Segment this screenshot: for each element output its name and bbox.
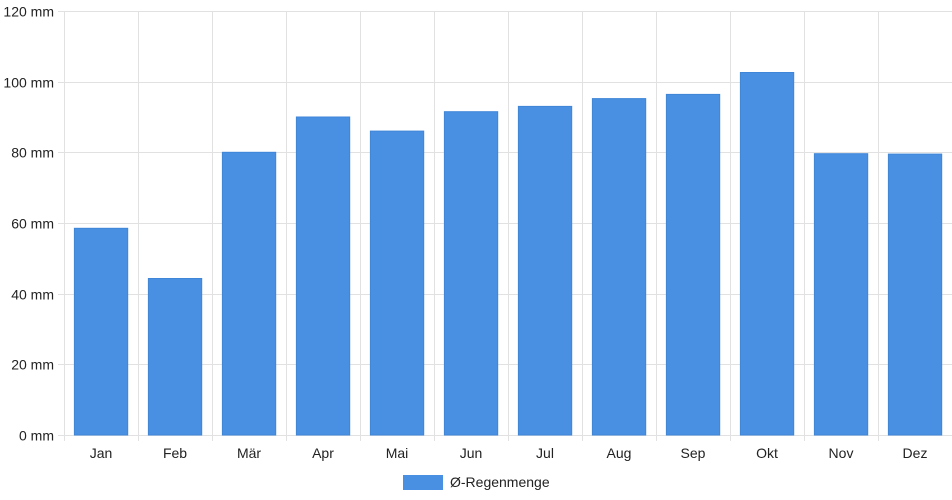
legend-swatch[interactable] <box>403 475 443 490</box>
y-tick-label: 20 mm <box>11 357 54 373</box>
bar-nov[interactable] <box>813 153 869 436</box>
bar-feb[interactable] <box>147 278 203 436</box>
x-tick-label: Nov <box>829 445 854 461</box>
x-tick-label: Mär <box>237 445 261 461</box>
axis-layer: 0 mm 20 mm 40 mm 60 mm 80 mm 100 mm 120 mm Jan F… <box>3 4 927 462</box>
x-tick-label: Okt <box>756 445 778 461</box>
bar-jun[interactable] <box>443 111 499 436</box>
y-tick-label: 100 mm <box>3 75 54 91</box>
x-tick-label: Sep <box>681 445 706 461</box>
bar-dez[interactable] <box>887 153 943 436</box>
x-tick-label: Apr <box>312 445 334 461</box>
bar-jul[interactable] <box>517 105 573 436</box>
y-tick-label: 0 mm <box>19 428 54 444</box>
x-tick-label: Jul <box>536 445 554 461</box>
bar-mär[interactable] <box>221 151 277 436</box>
x-tick-label: Jan <box>90 445 113 461</box>
x-tick-label: Jun <box>460 445 483 461</box>
y-tick-label: 120 mm <box>3 4 54 20</box>
bar-sep[interactable] <box>665 93 721 436</box>
x-tick-label: Aug <box>607 445 632 461</box>
y-tick-label: 40 mm <box>11 287 54 303</box>
grid-layer <box>58 11 952 441</box>
bar-mai[interactable] <box>369 130 425 436</box>
x-tick-label: Dez <box>903 445 928 461</box>
bar-apr[interactable] <box>295 116 351 436</box>
bar-layer <box>73 72 943 436</box>
y-tick-label: 80 mm <box>11 145 54 161</box>
y-tick-label: 60 mm <box>11 216 54 232</box>
legend[interactable]: Ø-Regenmenge <box>403 474 550 490</box>
bar-aug[interactable] <box>591 98 647 436</box>
x-tick-label: Feb <box>163 445 187 461</box>
bar-jan[interactable] <box>73 227 129 436</box>
bar-okt[interactable] <box>739 72 795 436</box>
legend-label[interactable]: Ø-Regenmenge <box>450 474 550 490</box>
x-tick-label: Mai <box>386 445 409 461</box>
